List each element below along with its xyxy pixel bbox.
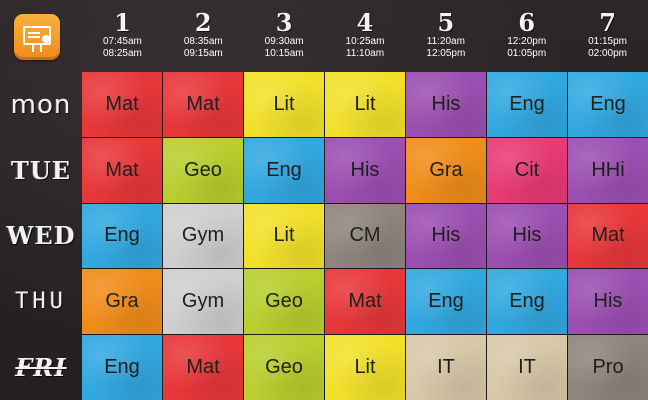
class-cell-wed-3[interactable]: Lit — [244, 203, 324, 269]
class-cell-mon-3[interactable]: Lit — [244, 72, 324, 137]
classroom-board-icon[interactable] — [14, 14, 60, 60]
class-cell-fri-6[interactable]: IT — [487, 335, 567, 400]
period-end-time: 01:05pm — [507, 48, 547, 59]
period-start-time: 07:45am — [102, 36, 142, 47]
period-end-time: 10:15am — [264, 48, 304, 59]
class-cell-wed-7[interactable]: Mat — [568, 203, 648, 269]
period-header-2: 2 08:35am 09:15am — [163, 0, 244, 72]
period-end-time: 12:05pm — [426, 48, 466, 59]
period-start-time: 01:15pm — [588, 36, 628, 47]
period-start-time: 08:35am — [183, 36, 223, 47]
period-header-1: 1 07:45am 08:25am — [82, 0, 163, 72]
period-number: 5 — [437, 8, 455, 37]
period-start-time: 09:30am — [264, 36, 304, 47]
period-number: 6 — [518, 8, 536, 37]
class-cell-thu-2[interactable]: Gym — [163, 269, 243, 335]
period-header-4: 4 10:25am 11:10am — [325, 0, 406, 72]
class-cell-mon-2[interactable]: Mat — [163, 72, 243, 137]
period-header-6: 6 12:20pm 01:05pm — [486, 0, 567, 72]
class-cell-fri-4[interactable]: Lit — [325, 335, 405, 400]
day-label-fri: FRI — [15, 352, 67, 382]
class-cell-tue-6[interactable]: Cit — [487, 137, 567, 203]
teacher-icon — [42, 35, 50, 43]
period-number: 4 — [356, 8, 374, 37]
day-label-mon: mon — [10, 89, 72, 120]
period-header-3: 3 09:30am 10:15am — [244, 0, 325, 72]
period-end-time: 02:00pm — [588, 48, 628, 59]
class-cell-tue-5[interactable]: Gra — [406, 137, 486, 203]
class-cell-mon-4[interactable]: Lit — [325, 72, 405, 137]
class-cell-fri-5[interactable]: IT — [406, 335, 486, 400]
class-cell-tue-2[interactable]: Geo — [163, 137, 243, 203]
class-cell-fri-2[interactable]: Mat — [163, 335, 243, 400]
day-label-tue: TUE — [10, 155, 72, 185]
period-number: 1 — [114, 8, 131, 37]
period-number: 3 — [275, 8, 293, 37]
period-header: 1 07:45am 08:25am 2 08:35am 09:15am 3 09:30am 10… — [82, 0, 648, 72]
day-label-thu: THU — [15, 289, 67, 315]
period-start-time: 10:25am — [345, 36, 385, 47]
class-cell-tue-1[interactable]: Mat — [82, 137, 162, 203]
period-end-time: 09:15am — [183, 48, 223, 59]
period-number: 2 — [194, 8, 212, 37]
period-end-time: 08:25am — [102, 48, 142, 59]
class-cell-thu-6[interactable]: Eng — [487, 269, 567, 335]
class-cell-mon-1[interactable]: Mat — [82, 72, 162, 137]
class-cell-thu-3[interactable]: Geo — [244, 269, 324, 335]
class-cell-tue-4[interactable]: His — [325, 137, 405, 203]
desk-icon — [32, 45, 42, 52]
class-cell-thu-5[interactable]: Eng — [406, 269, 486, 335]
class-cell-wed-5[interactable]: His — [406, 203, 486, 269]
class-cell-mon-7[interactable]: Eng — [568, 72, 648, 137]
period-header-7: 7 01:15pm 02:00pm — [567, 0, 648, 72]
class-cell-wed-2[interactable]: Gym — [163, 203, 243, 269]
class-cell-wed-4[interactable]: CM — [325, 203, 405, 269]
class-cell-mon-5[interactable]: His — [406, 72, 486, 137]
schedule-grid: Mat Mat Lit Lit His Eng Eng Mat Geo Eng His Gra Cit H… — [82, 72, 648, 400]
day-column: mon TUE WED THU FRI — [0, 72, 82, 400]
class-cell-wed-1[interactable]: Eng — [82, 203, 162, 269]
period-start-time: 12:20pm — [507, 36, 547, 47]
class-cell-thu-7[interactable]: His — [568, 269, 648, 335]
class-cell-mon-6[interactable]: Eng — [487, 72, 567, 137]
period-end-time: 11:10am — [345, 48, 385, 59]
class-cell-fri-3[interactable]: Geo — [244, 335, 324, 400]
day-label-wed: WED — [6, 221, 76, 251]
period-number: 7 — [599, 8, 616, 37]
period-start-time: 11:20am — [426, 36, 465, 47]
class-cell-thu-1[interactable]: Gra — [82, 269, 162, 335]
class-cell-tue-3[interactable]: Eng — [244, 137, 324, 203]
period-header-5: 5 11:20am 12:05pm — [405, 0, 486, 72]
class-cell-wed-6[interactable]: His — [487, 203, 567, 269]
class-cell-fri-7[interactable]: Pro — [568, 335, 648, 400]
class-cell-thu-4[interactable]: Mat — [325, 269, 405, 335]
class-cell-fri-1[interactable]: Eng — [82, 335, 162, 400]
chalkboard-icon — [23, 26, 51, 45]
class-cell-tue-7[interactable]: HHi — [568, 137, 648, 203]
